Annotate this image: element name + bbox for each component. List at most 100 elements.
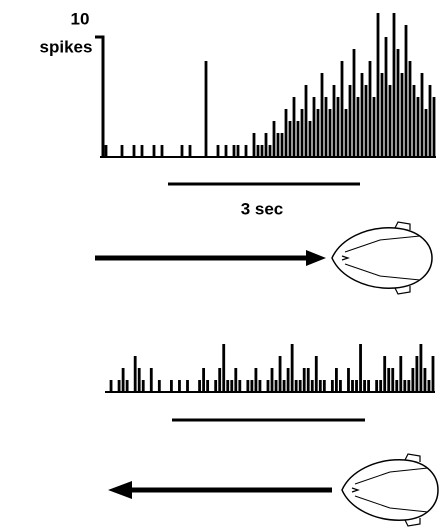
y-scale-bar bbox=[95, 37, 103, 157]
bar bbox=[271, 368, 274, 392]
bar bbox=[265, 133, 268, 157]
bar bbox=[161, 145, 164, 157]
bar bbox=[397, 49, 400, 157]
bar bbox=[118, 380, 121, 392]
bar bbox=[269, 145, 272, 157]
bar bbox=[425, 109, 428, 157]
bar bbox=[218, 368, 221, 392]
bar bbox=[234, 368, 237, 392]
bar bbox=[178, 380, 181, 392]
bar bbox=[186, 380, 189, 392]
bar bbox=[367, 380, 370, 392]
bar bbox=[395, 380, 398, 392]
bar bbox=[170, 380, 173, 392]
bar bbox=[429, 85, 432, 157]
bar bbox=[323, 380, 326, 392]
bar bbox=[307, 368, 310, 392]
bar bbox=[275, 380, 278, 392]
bar bbox=[153, 145, 156, 157]
bar bbox=[138, 368, 141, 392]
bar bbox=[311, 380, 314, 392]
bar bbox=[299, 380, 302, 392]
scale-bar-value: 10 bbox=[71, 9, 90, 28]
bar bbox=[150, 368, 153, 392]
bar bbox=[189, 145, 192, 157]
bar bbox=[133, 145, 136, 157]
bar bbox=[121, 145, 124, 157]
bar bbox=[226, 380, 229, 392]
bar bbox=[214, 380, 217, 392]
bar bbox=[424, 368, 427, 392]
bar bbox=[313, 97, 316, 157]
bar bbox=[381, 73, 384, 157]
bar bbox=[347, 368, 350, 392]
bar bbox=[387, 368, 390, 392]
bar bbox=[409, 61, 412, 157]
bar bbox=[401, 73, 404, 157]
bar bbox=[319, 380, 322, 392]
bar bbox=[321, 73, 324, 157]
bar bbox=[261, 145, 264, 157]
bar bbox=[289, 121, 292, 157]
bar bbox=[385, 37, 388, 157]
bar bbox=[349, 85, 352, 157]
bar bbox=[357, 97, 360, 157]
bar bbox=[377, 13, 380, 157]
bar bbox=[134, 356, 137, 392]
bar bbox=[293, 97, 296, 157]
bar bbox=[363, 380, 366, 392]
bar bbox=[142, 380, 145, 392]
bar bbox=[420, 344, 423, 392]
bar bbox=[301, 109, 304, 157]
bar bbox=[110, 380, 113, 392]
bar bbox=[389, 85, 392, 157]
time-scale-label: 3 sec bbox=[241, 199, 284, 218]
bar bbox=[335, 368, 338, 392]
bar bbox=[407, 380, 410, 392]
bar bbox=[351, 380, 354, 392]
bar bbox=[158, 380, 161, 392]
bar bbox=[399, 356, 402, 392]
arrow-head bbox=[108, 481, 132, 499]
bar bbox=[277, 133, 280, 157]
bar bbox=[250, 380, 253, 392]
bar bbox=[238, 380, 241, 392]
bar bbox=[253, 133, 256, 157]
bar bbox=[375, 380, 378, 392]
bar bbox=[225, 145, 228, 157]
bar bbox=[359, 344, 362, 392]
bar bbox=[291, 344, 294, 392]
bar bbox=[391, 368, 394, 392]
bar bbox=[222, 344, 225, 392]
bar bbox=[202, 368, 205, 392]
bar bbox=[339, 380, 342, 392]
bar bbox=[373, 97, 376, 157]
bar bbox=[415, 356, 418, 392]
bar bbox=[205, 61, 208, 157]
bar bbox=[198, 380, 201, 392]
bar bbox=[309, 121, 312, 157]
arrow-head bbox=[306, 250, 326, 266]
bar bbox=[233, 145, 236, 157]
bar bbox=[246, 380, 249, 392]
bar bbox=[365, 85, 368, 157]
bar bbox=[217, 145, 220, 157]
bar bbox=[287, 368, 290, 392]
bar bbox=[403, 380, 406, 392]
figure: 10 spikes 3 sec bbox=[0, 0, 440, 528]
bar bbox=[333, 85, 336, 157]
bar bbox=[417, 97, 420, 157]
bar bbox=[245, 145, 248, 157]
bar bbox=[369, 61, 372, 157]
bar bbox=[122, 368, 125, 392]
bar bbox=[428, 380, 431, 392]
bar bbox=[105, 145, 108, 157]
bar bbox=[405, 25, 408, 157]
bar bbox=[421, 73, 424, 157]
bar bbox=[237, 145, 240, 157]
bar bbox=[206, 380, 209, 392]
bar bbox=[285, 109, 288, 157]
bar bbox=[279, 356, 282, 392]
bar bbox=[355, 380, 358, 392]
bar bbox=[341, 61, 344, 157]
